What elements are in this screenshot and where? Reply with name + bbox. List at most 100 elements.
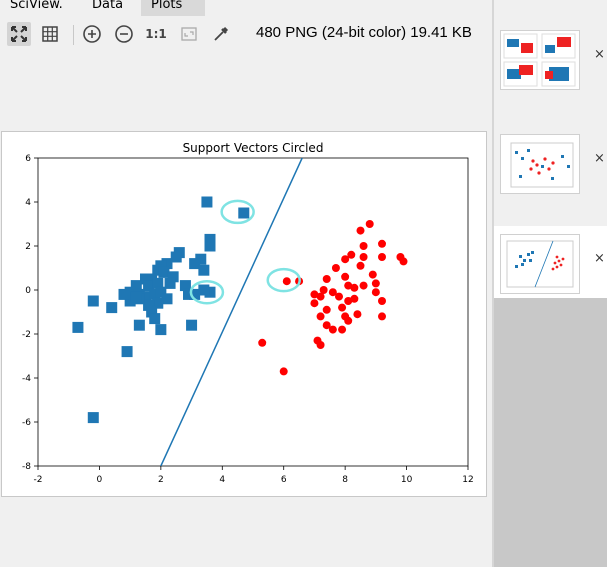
- plot-toolbar: 1:1 480 PNG (24-bit color) 19.41 KB: [0, 16, 492, 54]
- data-point-circle: [399, 257, 408, 266]
- thumbnail-close-button[interactable]: ×: [594, 47, 605, 62]
- eyedropper-icon: [214, 26, 229, 41]
- data-point-circle: [378, 312, 386, 321]
- data-point-circle: [328, 288, 337, 297]
- data-point-circle: [344, 281, 353, 290]
- data-point-circle: [335, 292, 343, 301]
- data-point-square: [118, 288, 130, 300]
- data-point-square: [195, 253, 207, 265]
- data-point-circle: [371, 279, 380, 288]
- thumbnail-item-selected[interactable]: ×: [494, 226, 607, 304]
- thumbnail-close-button[interactable]: ×: [594, 251, 605, 266]
- x-tick-label: -2: [34, 475, 43, 485]
- zoom-in-button[interactable]: [80, 22, 104, 46]
- fit-window-button[interactable]: [177, 22, 201, 46]
- chart-title: Support Vectors Circled: [183, 141, 324, 155]
- data-point-circle: [341, 255, 350, 264]
- panel-divider[interactable]: [492, 0, 494, 567]
- data-point-square: [204, 240, 216, 252]
- fit-window-icon: [181, 27, 197, 41]
- data-point-circle: [356, 226, 365, 235]
- data-point-circle: [316, 341, 325, 349]
- tab-bar: SciView. Data Plots: [0, 0, 492, 16]
- thumbnail-item[interactable]: ×: [494, 22, 607, 100]
- thumbnail-panel-empty-area: [494, 298, 607, 567]
- data-point-circle: [279, 367, 288, 376]
- data-point-circle: [368, 270, 377, 279]
- data-point-circle: [331, 264, 340, 272]
- data-point-circle: [258, 338, 267, 347]
- data-point-circle: [378, 297, 386, 305]
- data-point-square: [140, 291, 151, 303]
- x-tick-label: 12: [462, 475, 473, 485]
- data-point-square: [161, 258, 173, 270]
- actual-size-button[interactable]: 1:1: [144, 22, 168, 46]
- data-point-circle: [316, 292, 325, 301]
- decision-boundary-line: [160, 158, 303, 466]
- x-tick-label: 6: [281, 475, 287, 485]
- tab-sciview[interactable]: SciView.: [10, 0, 63, 12]
- y-tick-label: 2: [25, 242, 31, 252]
- data-point-square: [167, 271, 179, 283]
- thumbnail-close-button[interactable]: ×: [594, 151, 605, 166]
- data-point-square: [146, 273, 158, 285]
- data-point-square: [189, 288, 201, 300]
- x-tick-label: 8: [342, 475, 348, 485]
- tab-plots[interactable]: Plots: [141, 0, 205, 16]
- data-point-circle: [338, 325, 347, 334]
- data-point-square: [149, 288, 161, 300]
- image-viewer[interactable]: Support Vectors Circled -2 0 2 4 6 8 10 12 6 4 2 0 -…: [0, 54, 492, 567]
- data-point-circle: [350, 283, 359, 292]
- data-point-circle: [371, 288, 380, 297]
- data-point-square: [161, 293, 173, 305]
- data-point-square: [204, 233, 216, 245]
- data-point-square: [179, 280, 191, 292]
- y-tick-label: -8: [22, 462, 31, 472]
- data-point-square: [189, 258, 201, 270]
- support-vector-ring: [220, 199, 255, 225]
- data-point-square: [140, 273, 151, 285]
- data-point-square: [121, 346, 133, 358]
- data-point-square: [198, 284, 210, 296]
- data-point-square: [106, 302, 118, 314]
- zoom-out-icon: [115, 25, 133, 43]
- fit-view-button[interactable]: [7, 22, 31, 46]
- data-point-square: [170, 251, 182, 263]
- data-point-square: [158, 266, 170, 278]
- data-point-circle: [378, 253, 386, 261]
- data-point-square: [238, 207, 250, 219]
- data-point-square: [130, 280, 142, 292]
- data-point-square: [155, 286, 167, 298]
- x-tick-label: 0: [97, 475, 103, 485]
- data-point-circle: [338, 303, 347, 312]
- y-tick-label: 0: [25, 286, 31, 296]
- data-point-circle: [282, 277, 291, 286]
- zoom-out-button[interactable]: [112, 22, 136, 46]
- data-point-square: [152, 277, 164, 289]
- data-point-circle: [344, 297, 353, 305]
- thumbnail-item[interactable]: ×: [494, 126, 607, 204]
- data-point-square: [143, 299, 155, 311]
- x-tick-label: 10: [401, 475, 413, 485]
- data-point-circle: [347, 250, 356, 259]
- data-point-square: [146, 306, 158, 318]
- data-point-circle: [378, 239, 386, 248]
- data-point-circle: [359, 253, 368, 261]
- data-point-square: [201, 196, 213, 208]
- data-point-square: [152, 297, 164, 309]
- data-point-square: [152, 264, 164, 276]
- zoom-in-icon: [83, 25, 101, 43]
- thumbnail-image: [500, 234, 580, 294]
- data-point-circle: [341, 272, 350, 281]
- data-point-circle: [350, 294, 359, 303]
- plot-frame: [37, 157, 469, 467]
- color-picker-button[interactable]: [209, 22, 233, 46]
- tab-data[interactable]: Data: [92, 0, 124, 12]
- image-info: 480 PNG (24-bit color) 19.41 KB: [256, 24, 472, 41]
- thumbnail-image: [500, 30, 580, 90]
- thumbnail-image: [500, 134, 580, 194]
- data-point-circle: [359, 281, 368, 290]
- fit-view-icon: [11, 26, 27, 42]
- grid-button[interactable]: [38, 22, 62, 46]
- data-point-circle: [328, 325, 337, 334]
